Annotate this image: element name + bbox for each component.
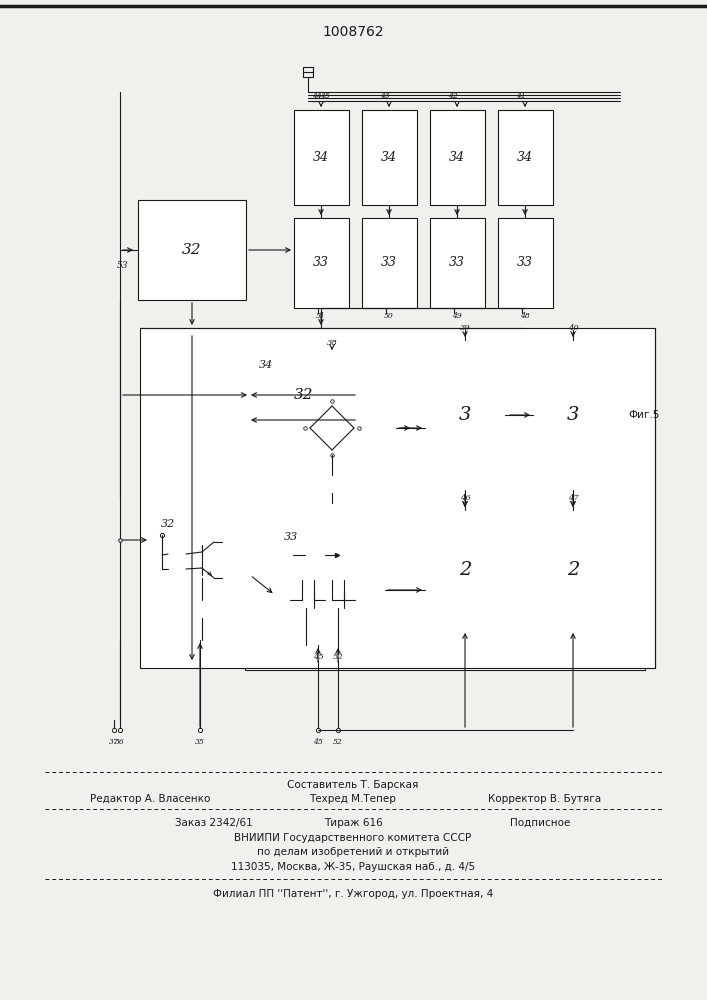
Bar (305, 550, 325, 560)
Text: Тираж 616: Тираж 616 (324, 818, 382, 828)
Bar (294, 110, 349, 205)
Text: 51: 51 (316, 312, 326, 320)
Bar (315, 433, 327, 445)
Text: 2: 2 (459, 561, 471, 579)
Text: Фиг.5: Фиг.5 (629, 410, 660, 420)
Text: 113035, Москва, Ж-35, Раушская наб., д. 4/5: 113035, Москва, Ж-35, Раушская наб., д. … (231, 862, 475, 872)
Text: 40: 40 (568, 324, 578, 332)
Text: 45: 45 (320, 92, 330, 100)
Text: 37: 37 (109, 738, 119, 746)
Text: Филиал ПП ''Патент'', г. Ужгород, ул. Проектная, 4: Филиал ПП ''Патент'', г. Ужгород, ул. Пр… (213, 889, 493, 899)
Text: по делам изобретений и открытий: по делам изобретений и открытий (257, 847, 449, 857)
Text: ВНИИПИ Государственного комитета СССР: ВНИИПИ Государственного комитета СССР (235, 833, 472, 843)
Text: 39: 39 (460, 324, 470, 332)
Bar (294, 218, 349, 308)
Bar (250, 345, 358, 445)
Text: 33: 33 (284, 532, 298, 542)
Text: 1008762: 1008762 (322, 25, 384, 39)
Bar (337, 433, 349, 445)
Text: 46: 46 (460, 494, 470, 502)
Text: Техред М.Тепер: Техред М.Тепер (310, 794, 397, 804)
Bar (533, 510, 613, 630)
Bar (362, 218, 417, 308)
Text: 35: 35 (195, 738, 205, 746)
Text: 41: 41 (516, 92, 526, 100)
Bar (315, 411, 327, 423)
Text: 36: 36 (115, 738, 125, 746)
Text: 33: 33 (313, 256, 329, 269)
Bar (498, 110, 553, 205)
Text: 34: 34 (313, 151, 329, 164)
Text: 33: 33 (449, 256, 465, 269)
Text: 50: 50 (384, 312, 394, 320)
Text: 49: 49 (452, 312, 462, 320)
Text: 32: 32 (161, 519, 175, 529)
Bar (138, 200, 246, 300)
Bar (168, 550, 186, 559)
Text: 34: 34 (517, 151, 533, 164)
Bar (362, 110, 417, 205)
Text: 3: 3 (567, 406, 579, 424)
Polygon shape (332, 592, 344, 608)
Text: 2: 2 (567, 561, 579, 579)
Bar (168, 565, 186, 574)
Bar (275, 525, 385, 645)
Bar (150, 510, 250, 640)
Text: 45: 45 (312, 653, 323, 661)
Bar (337, 411, 349, 423)
Text: 38: 38 (327, 339, 337, 347)
Bar (245, 330, 645, 670)
Text: 45: 45 (313, 738, 323, 746)
Bar (327, 475, 337, 493)
Bar (140, 328, 655, 668)
Polygon shape (302, 592, 314, 608)
Bar (430, 110, 485, 205)
Bar (425, 340, 505, 490)
Text: 53: 53 (117, 260, 129, 269)
Text: 48: 48 (520, 312, 530, 320)
Bar (425, 510, 505, 630)
Text: 34: 34 (449, 151, 465, 164)
Text: 32: 32 (294, 388, 314, 402)
Text: 47: 47 (568, 494, 578, 502)
Text: 33: 33 (381, 256, 397, 269)
Text: 52: 52 (332, 653, 344, 661)
Text: 52: 52 (333, 738, 343, 746)
Bar (430, 218, 485, 308)
Text: Заказ 2342/61: Заказ 2342/61 (175, 818, 252, 828)
Text: 33: 33 (517, 256, 533, 269)
Text: Подписное: Подписное (510, 818, 570, 828)
Text: 34: 34 (381, 151, 397, 164)
Text: 44: 44 (312, 92, 322, 100)
Text: 32: 32 (182, 243, 201, 257)
Bar (197, 600, 207, 618)
Text: Составитель Т. Барская: Составитель Т. Барская (287, 780, 419, 790)
Text: 42: 42 (448, 92, 458, 100)
Text: Корректор В. Бутяга: Корректор В. Бутяга (489, 794, 602, 804)
Bar (248, 353, 396, 503)
Text: Редактор А. Власенко: Редактор А. Власенко (90, 794, 210, 804)
Text: 3: 3 (459, 406, 471, 424)
Bar (533, 340, 613, 490)
Text: 43: 43 (380, 92, 390, 100)
Bar (498, 218, 553, 308)
Text: 34: 34 (259, 360, 273, 370)
